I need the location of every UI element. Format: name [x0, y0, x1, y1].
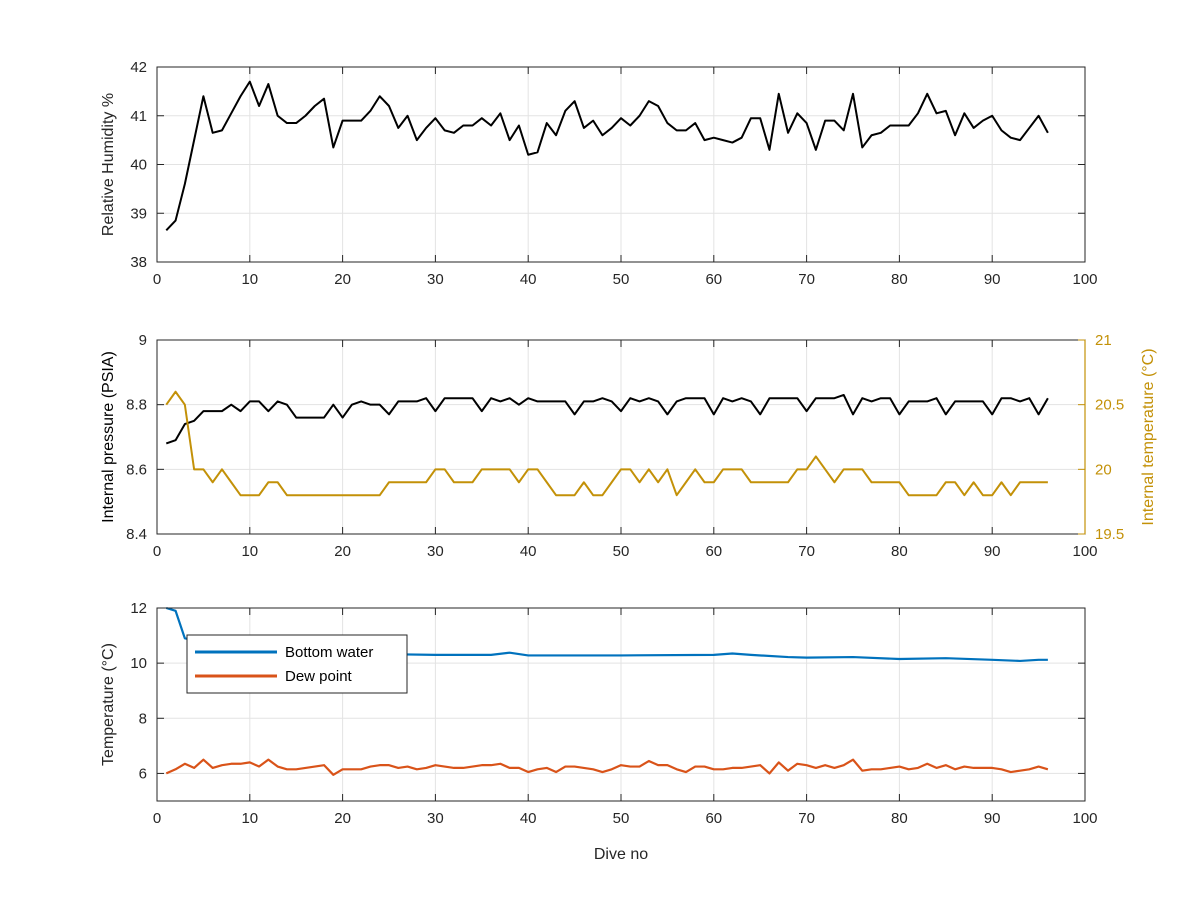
y-tick-label: 6	[139, 765, 147, 782]
y-tick-label: 38	[130, 254, 147, 271]
y-tick-label: 8.8	[126, 397, 147, 414]
y-tick-label: 40	[130, 157, 147, 174]
legend-box	[186, 634, 408, 694]
x-tick-label: 30	[427, 271, 444, 288]
x-tick-label: 100	[1072, 810, 1097, 827]
x-tick-label: 90	[984, 271, 1001, 288]
x-tick-label: 60	[705, 543, 722, 560]
y-tick-label: 12	[130, 600, 147, 617]
x-tick-label: 70	[798, 810, 815, 827]
x-tick-label: 40	[520, 271, 537, 288]
legend-label: Dew point	[285, 668, 353, 685]
y2-tick-label: 20	[1095, 461, 1112, 478]
y2-tick-label: 21	[1095, 332, 1112, 349]
x-tick-label: 0	[153, 543, 161, 560]
y2-axis-label: Internal temperature (°C)	[1140, 348, 1157, 525]
y-tick-label: 39	[130, 205, 147, 222]
x-tick-label: 10	[241, 271, 258, 288]
x-tick-label: 50	[613, 810, 630, 827]
x-tick-label: 60	[705, 271, 722, 288]
x-tick-label: 50	[613, 543, 630, 560]
y2-tick-label: 20.5	[1095, 397, 1124, 414]
y-tick-label: 41	[130, 108, 147, 125]
series-line-dew-point	[165, 758, 1049, 776]
y-axis-label: Internal pressure (PSIA)	[100, 351, 117, 523]
legend: Bottom water Dew point	[186, 634, 408, 694]
x-tick-label: 70	[798, 271, 815, 288]
humidity-panel: 0 10 20 30 40 50 60 70 80 90 100 38 39 40 41 42 Relative…	[100, 59, 1098, 288]
x-tick-label: 100	[1072, 543, 1097, 560]
x-tick-label: 100	[1072, 271, 1097, 288]
y-tick-label: 10	[130, 655, 147, 672]
series-line-left-0	[165, 393, 1049, 445]
x-tick-label: 20	[334, 810, 351, 827]
pressure-temperature-panel: 0 10 20 30 40 50 60 70 80 90 100 8.4 8.6 8.8 9 19.5 20 20…	[100, 332, 1157, 560]
x-tick-label: 60	[705, 810, 722, 827]
x-tick-label: 50	[613, 271, 630, 288]
x-tick-label: 20	[334, 543, 351, 560]
x-tick-label: 80	[891, 271, 908, 288]
legend-label: Bottom water	[285, 644, 373, 661]
x-tick-label: 10	[241, 810, 258, 827]
y-axis-label: Relative Humidity %	[100, 93, 117, 236]
series-line-right-1	[165, 390, 1048, 497]
x-tick-label: 30	[427, 810, 444, 827]
y-axis-label: Temperature (°C)	[100, 643, 117, 766]
y-tick-label: 8	[139, 710, 147, 727]
x-axis-label: Dive no	[594, 846, 648, 863]
x-tick-label: 0	[153, 271, 161, 288]
x-tick-label: 90	[984, 810, 1001, 827]
x-tick-label: 80	[891, 810, 908, 827]
y2-tick-label: 19.5	[1095, 526, 1124, 543]
x-tick-label: 90	[984, 543, 1001, 560]
x-tick-label: 0	[153, 810, 161, 827]
x-tick-label: 40	[520, 810, 537, 827]
y-tick-label: 8.4	[126, 526, 147, 543]
y-tick-label: 9	[139, 332, 147, 349]
y-tick-label: 42	[130, 59, 147, 76]
x-tick-label: 70	[798, 543, 815, 560]
x-tick-label: 10	[241, 543, 258, 560]
y-tick-label: 8.6	[126, 461, 147, 478]
series-line-left-0	[165, 80, 1049, 231]
x-tick-label: 40	[520, 543, 537, 560]
x-tick-label: 30	[427, 543, 444, 560]
x-tick-label: 80	[891, 543, 908, 560]
x-tick-label: 20	[334, 271, 351, 288]
temperature-panel: 0 10 20 30 40 50 60 70 80 90 100 6 8 10 12 Temperature …	[100, 600, 1098, 863]
